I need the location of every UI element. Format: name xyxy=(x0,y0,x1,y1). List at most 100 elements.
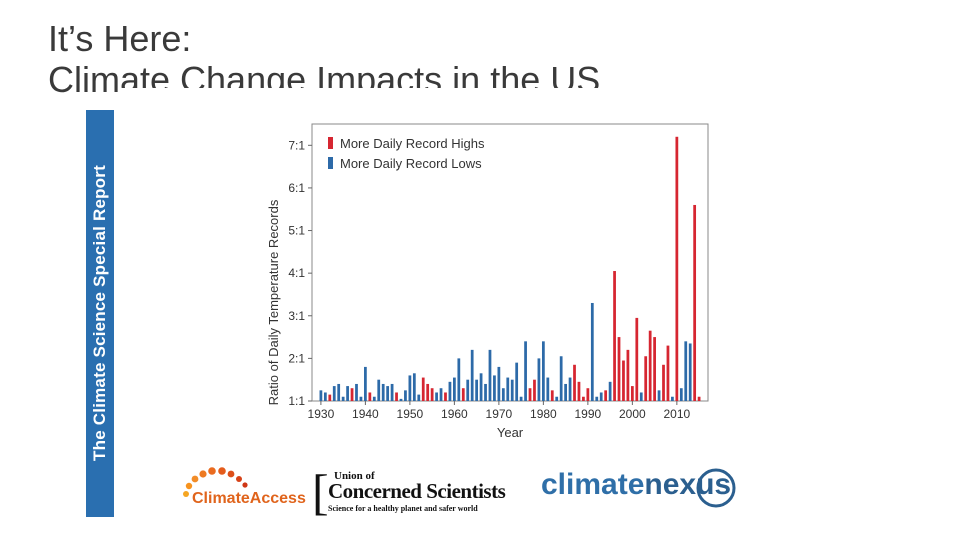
bar-1970 xyxy=(497,366,501,401)
bar-1965 xyxy=(475,379,479,401)
bar-1974 xyxy=(515,362,519,401)
bar-1968 xyxy=(488,349,492,401)
bar-2008 xyxy=(666,345,670,401)
bar-1966 xyxy=(479,373,483,401)
legend-label-highs: More Daily Record Highs xyxy=(340,136,485,151)
bar-2009 xyxy=(671,396,674,401)
bar-1982 xyxy=(550,390,554,401)
bar-1972 xyxy=(506,377,510,401)
x-tick-label: 2010 xyxy=(664,407,691,421)
bar-1934 xyxy=(337,383,341,401)
x-tick-label: 1930 xyxy=(308,407,335,421)
bar-1941 xyxy=(368,392,372,401)
bar-1986 xyxy=(568,377,572,401)
bar-1932 xyxy=(328,394,332,401)
y-tick-label: 6:1 xyxy=(288,181,305,195)
bar-1995 xyxy=(608,381,612,401)
bar-2001 xyxy=(635,317,639,401)
climatenexus-part-2: nexus xyxy=(644,468,732,501)
bar-1945 xyxy=(386,386,390,401)
bar-1938 xyxy=(355,383,358,401)
bar-1937 xyxy=(350,388,354,401)
bar-1991 xyxy=(590,302,594,401)
bar-1969 xyxy=(493,375,496,401)
climatenexus-ring-icon xyxy=(696,468,736,508)
y-tick-label: 5:1 xyxy=(288,224,305,238)
y-tick-label: 7:1 xyxy=(288,138,305,152)
bar-1959 xyxy=(448,381,452,401)
bar-1994 xyxy=(604,390,608,401)
bar-1942 xyxy=(372,396,376,401)
y-tick-label: 2:1 xyxy=(288,351,305,365)
bar-1940 xyxy=(364,366,367,401)
x-tick-label: 1980 xyxy=(530,407,557,421)
bar-1955 xyxy=(430,388,434,401)
bar-1939 xyxy=(359,396,363,401)
bar-2012 xyxy=(684,341,688,401)
bar-1998 xyxy=(622,360,625,401)
bar-1983 xyxy=(555,396,559,401)
bar-1967 xyxy=(484,383,487,401)
bar-1997 xyxy=(617,337,621,401)
bar-2013 xyxy=(688,343,692,401)
bar-1987 xyxy=(573,364,576,401)
y-tick-label: 3:1 xyxy=(288,309,305,323)
bar-1984 xyxy=(559,356,563,401)
bar-1996 xyxy=(613,271,616,401)
bar-1933 xyxy=(332,386,336,401)
ucs-tagline: Science for a healthy planet and safer w… xyxy=(328,504,478,513)
bar-2002 xyxy=(639,392,643,401)
bar-1981 xyxy=(546,377,550,401)
climatenexus-part-1: climate xyxy=(541,468,645,501)
bar-1980 xyxy=(541,341,545,401)
legend-label-lows: More Daily Record Lows xyxy=(340,156,482,171)
bar-1985 xyxy=(564,383,567,401)
x-tick-label: 1950 xyxy=(397,407,424,421)
climatenexus-logo: climatenexus xyxy=(541,468,741,510)
y-axis-title: Ratio of Daily Temperature Records xyxy=(266,199,281,405)
y-tick-label: 1:1 xyxy=(288,394,305,408)
bar-1999 xyxy=(626,349,630,401)
ucs-bracket-icon: [ xyxy=(312,464,329,520)
bar-2005 xyxy=(653,337,656,401)
bar-1958 xyxy=(444,392,447,401)
bar-2003 xyxy=(644,356,648,401)
bar-2010 xyxy=(675,136,679,401)
x-tick-label: 2000 xyxy=(619,407,646,421)
x-tick-label: 1940 xyxy=(352,407,379,421)
plot-frame xyxy=(311,123,709,402)
bar-2015 xyxy=(697,396,701,401)
bar-1963 xyxy=(466,379,470,401)
bar-1951 xyxy=(412,373,416,401)
bar-1943 xyxy=(377,379,381,401)
bar-1973 xyxy=(510,379,514,401)
bar-1953 xyxy=(421,377,425,401)
ucs-line-2: Concerned Scientists xyxy=(328,479,506,503)
bar-1993 xyxy=(599,392,603,401)
chart-panel: 1:1 2:1 3:1 4:1 5:1 6:1 7:1 1930 1940 1950 1960 197… xyxy=(120,88,750,438)
bar-1946 xyxy=(390,383,394,401)
temperature-records-chart: 1:1 2:1 3:1 4:1 5:1 6:1 7:1 1930 1940 1950 1960 197… xyxy=(266,123,709,438)
bar-2000 xyxy=(630,386,634,401)
x-tick-label: 1990 xyxy=(575,407,602,421)
y-tick-label: 4:1 xyxy=(288,266,305,280)
climate-access-wordmark: ClimateAccess xyxy=(192,490,306,507)
legend-swatch-highs xyxy=(328,137,333,149)
bar-1976 xyxy=(524,341,527,401)
bar-1952 xyxy=(417,394,421,401)
climate-access-dots-icon xyxy=(183,467,248,497)
bar-1975 xyxy=(519,396,523,401)
bar-1990 xyxy=(586,388,590,401)
bar-1978 xyxy=(533,379,536,401)
bar-1957 xyxy=(439,388,443,401)
bar-1977 xyxy=(528,388,532,401)
ucs-logo: [ Union of Concerned Scientists Science … xyxy=(312,464,526,520)
bar-2011 xyxy=(679,388,683,401)
bar-1961 xyxy=(457,358,461,401)
bar-1956 xyxy=(435,392,438,401)
bar-1962 xyxy=(461,388,465,401)
bar-1954 xyxy=(426,383,430,401)
bar-1964 xyxy=(470,349,474,401)
bar-1935 xyxy=(341,396,345,401)
bar-2007 xyxy=(662,364,665,401)
